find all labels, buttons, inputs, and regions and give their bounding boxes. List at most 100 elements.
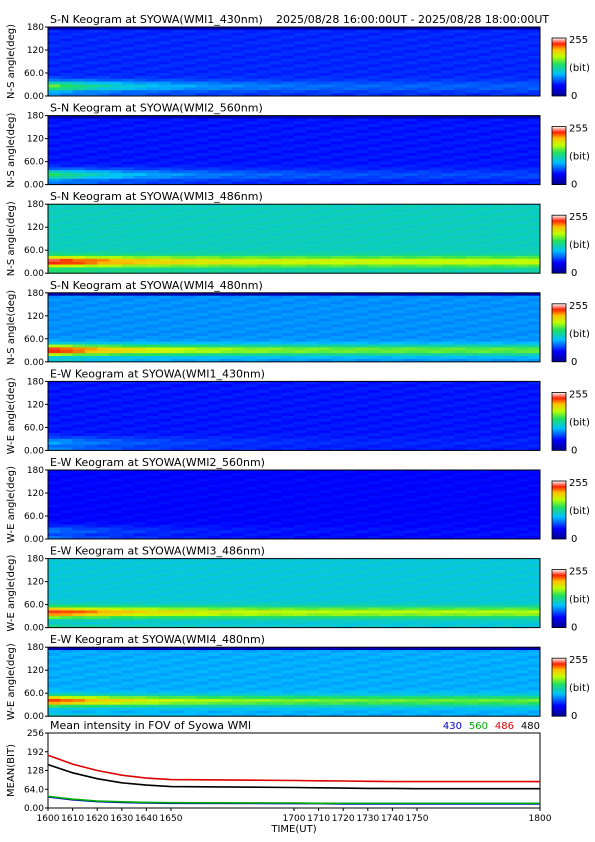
- keogram-ytick-label: 180: [27, 289, 44, 299]
- keogram-ytick-label: 60.0: [24, 158, 44, 168]
- line-xtick-label: 1750: [406, 814, 429, 824]
- line-ytick-label: 256: [27, 729, 44, 739]
- keogram-ytick-label: 120: [27, 223, 44, 233]
- colorbar-unit-label: (bit): [569, 683, 590, 694]
- keogram-heatmap-2: [48, 115, 541, 185]
- keogram-ytick-label: 120: [27, 46, 44, 56]
- keogram-ytick-label: 180: [27, 200, 44, 210]
- keogram-ytick-label: 60.0: [24, 335, 44, 345]
- keogram-ylabel-4: N-S angle(deg): [6, 290, 17, 365]
- legend-entry-560: 560: [469, 721, 488, 732]
- keogram-ytick-label: 0.00: [24, 446, 44, 456]
- keogram-ytick-label: 0.00: [24, 92, 44, 102]
- keogram-ytick-label: 180: [27, 377, 44, 387]
- colorbar-2: [551, 126, 567, 185]
- keogram-panel-4: S-N Keogram at SYOWA(WMI4_480nm) 180 120 60…: [6, 279, 590, 368]
- line-ytick-label: 64.0: [24, 785, 44, 795]
- line-xtick-label: 1620: [86, 814, 109, 824]
- line-xtick-label: 1800: [529, 814, 552, 824]
- colorbar-max-label: 255: [569, 35, 588, 46]
- keogram-ylabel-3: N-S angle(deg): [6, 201, 17, 276]
- keogram-title-8: E-W Keogram at SYOWA(WMI4_480nm): [50, 633, 265, 646]
- keogram-ytick-label: 120: [27, 312, 44, 322]
- line-ytick-label: 192: [27, 748, 44, 758]
- keogram-ytick-label: 120: [27, 578, 44, 588]
- colorbar-unit-label: (bit): [569, 329, 590, 340]
- keogram-ylabel-8: W-E angle(deg): [6, 643, 17, 720]
- line-ytick-label: 0.00: [24, 804, 44, 814]
- keogram-panel-3: S-N Keogram at SYOWA(WMI3_486nm) 180 120 60…: [6, 190, 590, 279]
- colorbar-3: [551, 214, 567, 274]
- keogram-panel-1: S-N Keogram at SYOWA(WMI1_430nm) 2025/08/…: [6, 13, 590, 102]
- colorbar-unit-label: (bit): [569, 595, 590, 606]
- colorbar-min-label: 0: [571, 445, 577, 456]
- line-ylabel: MEAN(BIT): [6, 744, 17, 797]
- colorbar-7: [551, 569, 567, 628]
- legend-entry-486: 486: [495, 721, 514, 732]
- keogram-ytick-label: 120: [27, 400, 44, 410]
- colorbar-max-label: 255: [569, 389, 588, 400]
- keogram-ytick-label: 120: [27, 489, 44, 499]
- keogram-panel-5: E-W Keogram at SYOWA(WMI1_430nm) 180 120 60…: [6, 367, 590, 456]
- colorbar-min-label: 0: [571, 711, 577, 722]
- colorbar-unit-label: (bit): [569, 240, 590, 251]
- colorbar-8: [551, 657, 567, 717]
- keogram-ylabel-2: N-S angle(deg): [6, 112, 17, 187]
- keogram-ytick-label: 60.0: [24, 601, 44, 611]
- keogram-ytick-label: 0.00: [24, 358, 44, 368]
- line-xtick-label: 1720: [332, 814, 355, 824]
- keogram-heatmap-1: [48, 27, 541, 97]
- keogram-heatmap-4: [48, 292, 541, 363]
- line-xtick-label: 1710: [307, 814, 330, 824]
- line-chart-title: Mean intensity in FOV of Syowa WMI: [50, 719, 251, 732]
- line-xtick-label: 1730: [356, 814, 379, 824]
- keogram-ytick-label: 60.0: [24, 512, 44, 522]
- keogram-title-5: E-W Keogram at SYOWA(WMI1_430nm): [50, 367, 265, 380]
- keogram-ytick-label: 0.00: [24, 535, 44, 545]
- line-xtick-label: 1630: [110, 814, 133, 824]
- colorbar-min-label: 0: [571, 623, 577, 634]
- keogram-ytick-label: 0.00: [24, 269, 44, 279]
- colorbar-unit-label: (bit): [569, 152, 590, 163]
- colorbar-max-label: 255: [569, 124, 588, 135]
- line-xtick-label: 1740: [381, 814, 404, 824]
- keogram-title-7: E-W Keogram at SYOWA(WMI3_486nm): [50, 545, 265, 558]
- keogram-ytick-label: 180: [27, 643, 44, 653]
- keogram-frame-6: [47, 469, 541, 540]
- keogram-heatmap-3: [48, 204, 541, 274]
- series-line-480: [47, 763, 540, 790]
- keogram-ytick-label: 180: [27, 23, 44, 33]
- colorbar-max-label: 255: [569, 301, 588, 312]
- keogram-ytick-label: 180: [27, 466, 44, 476]
- colorbar-max-label: 255: [569, 567, 588, 578]
- line-xtick-label: 1610: [61, 814, 84, 824]
- colorbar-min-label: 0: [571, 91, 577, 102]
- colorbar-min-label: 0: [571, 357, 577, 368]
- keogram-frame-1: [47, 26, 541, 97]
- keogram-ylabel-6: W-E angle(deg): [6, 466, 17, 543]
- line-xlabel: TIME(UT): [270, 824, 316, 835]
- keogram-panel-6: E-W Keogram at SYOWA(WMI2_560nm) 180 120 60…: [6, 456, 590, 545]
- keogram-panel-2: S-N Keogram at SYOWA(WMI2_560nm) 180 120 60…: [6, 102, 590, 191]
- keogram-title-6: E-W Keogram at SYOWA(WMI2_560nm): [50, 456, 265, 469]
- keogram-heatmap-5: [48, 381, 541, 451]
- colorbar-unit-label: (bit): [569, 63, 590, 74]
- colorbar-5: [551, 391, 567, 451]
- line-chart-frame: [47, 732, 541, 809]
- time-range-label: 2025/08/28 16:00:00UT - 2025/08/28 18:00…: [276, 13, 549, 26]
- colorbar-1: [551, 37, 567, 97]
- colorbar-min-label: 0: [571, 534, 577, 545]
- keogram-heatmap-8: [48, 647, 541, 717]
- colorbar-min-label: 0: [571, 268, 577, 279]
- colorbar-max-label: 255: [569, 212, 588, 223]
- colorbar-max-label: 255: [569, 655, 588, 666]
- series-line-486: [47, 754, 540, 783]
- keogram-ytick-label: 180: [27, 112, 44, 122]
- colorbar-unit-label: (bit): [569, 506, 590, 517]
- keogram-frame-5: [47, 380, 541, 451]
- keogram-title-2: S-N Keogram at SYOWA(WMI2_560nm): [50, 102, 263, 115]
- line-xtick-label: 1640: [135, 814, 158, 824]
- keogram-title-3: S-N Keogram at SYOWA(WMI3_486nm): [50, 190, 263, 203]
- colorbar-min-label: 0: [571, 180, 577, 191]
